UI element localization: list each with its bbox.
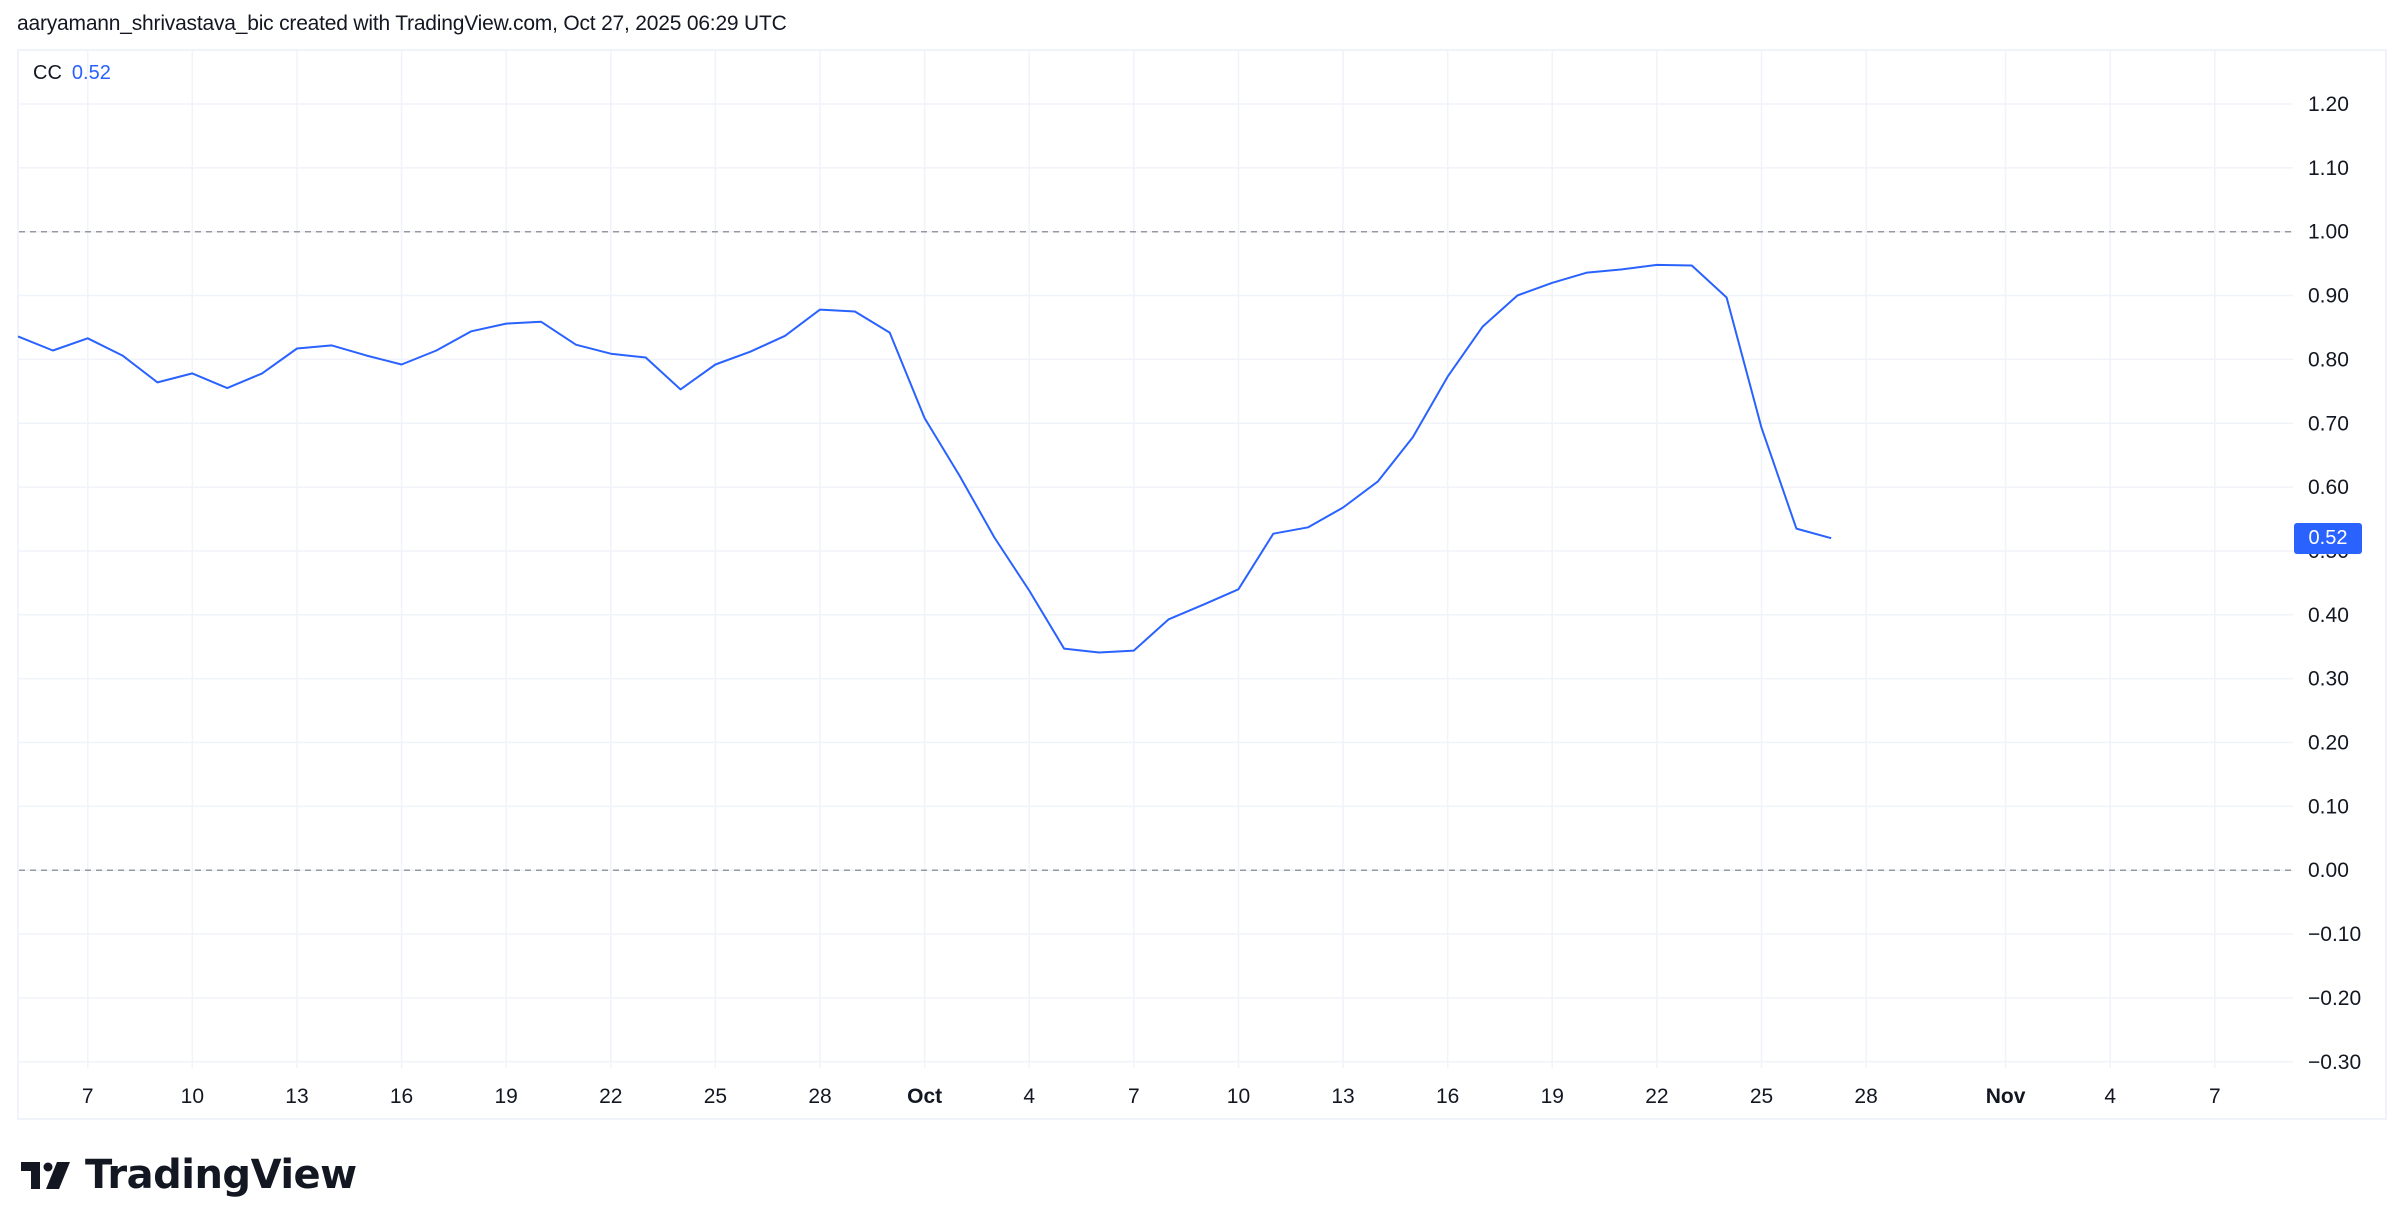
y-tick-label: 0.10 (2308, 795, 2349, 818)
x-tick-label: 13 (285, 1085, 308, 1108)
x-tick-label: 28 (1854, 1085, 1877, 1108)
x-tick-label: 4 (2104, 1085, 2116, 1108)
y-tick-label: 0.60 (2308, 476, 2349, 499)
x-tick-label: 13 (1331, 1085, 1354, 1108)
y-tick-label: −0.20 (2308, 987, 2361, 1010)
x-tick-label: 19 (1541, 1085, 1564, 1108)
y-tick-label: 0.90 (2308, 285, 2349, 308)
y-tick-label: 0.30 (2308, 668, 2349, 691)
x-tick-label: 19 (495, 1085, 518, 1108)
last-price-badge: 0.52 (2294, 523, 2362, 555)
x-tick-label: Nov (1986, 1085, 2026, 1108)
cc-series-line (17, 263, 1832, 654)
time-axis[interactable]: 7 10 13 16 19 22 25 28 Oct 4 7 10 13 16 19 22 25 28 Nov 4 7 (82, 1085, 2221, 1108)
x-tick-label: 16 (1436, 1085, 1459, 1108)
x-tick-label: 10 (181, 1085, 204, 1108)
series-legend[interactable]: CC 0.52 (33, 62, 111, 85)
x-tick-label: 4 (1023, 1085, 1035, 1108)
x-tick-label: 10 (1227, 1085, 1250, 1108)
y-tick-label: 1.10 (2308, 157, 2349, 180)
legend-value: 0.52 (71, 62, 111, 84)
y-tick-label: −0.10 (2308, 923, 2361, 946)
x-tick-label: 7 (82, 1085, 94, 1108)
y-tick-label: 0.00 (2308, 859, 2349, 882)
tradingview-logo-icon (21, 1161, 70, 1189)
x-tick-label: 22 (599, 1085, 622, 1108)
y-tick-label: 0.80 (2308, 348, 2349, 371)
x-tick-label: 28 (808, 1085, 831, 1108)
y-tick-label: 0.70 (2308, 412, 2349, 435)
x-tick-label: Oct (907, 1085, 942, 1108)
tradingview-logo[interactable]: TradingView (21, 1152, 357, 1198)
x-tick-label: 22 (1645, 1085, 1668, 1108)
y-tick-label: −0.30 (2308, 1051, 2361, 1074)
x-tick-label: 25 (704, 1085, 727, 1108)
price-axis[interactable]: 1.201.101.000.900.800.700.600.500.400.30… (2308, 93, 2361, 1074)
x-tick-label: 25 (1750, 1085, 1773, 1108)
x-tick-label: 7 (1128, 1085, 1140, 1108)
y-tick-label: 1.00 (2308, 221, 2349, 244)
tradingview-logo-text: TradingView (85, 1152, 357, 1198)
chart-frame (17, 49, 2387, 1120)
legend-symbol: CC (33, 62, 62, 84)
y-tick-label: 1.20 (2308, 93, 2349, 116)
y-tick-label: 0.40 (2308, 604, 2349, 627)
vertical-gridlines (86, 51, 2216, 1068)
horizontal-gridlines (19, 103, 2293, 1063)
reference-lines (19, 230, 2293, 871)
y-tick-label: 0.20 (2308, 732, 2349, 755)
x-tick-label: 16 (390, 1085, 413, 1108)
chart-attribution: aaryamann_shrivastava_bic created with T… (17, 12, 787, 35)
x-tick-label: 7 (2209, 1085, 2221, 1108)
